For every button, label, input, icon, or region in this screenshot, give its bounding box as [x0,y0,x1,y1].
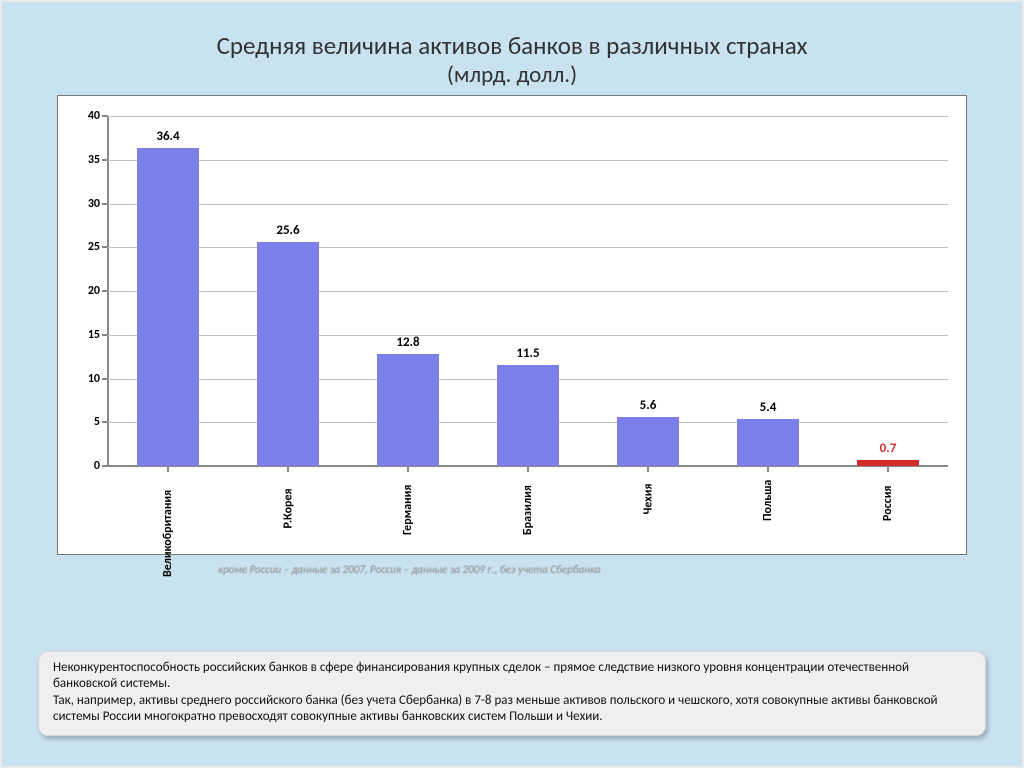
ytick-mark [102,203,108,205]
ytick-mark [102,246,108,248]
ytick-mark [102,115,108,117]
category-label: Великобритания [161,479,175,577]
xtick-mark [887,466,889,472]
ytick-label: 40 [88,109,100,123]
ytick-mark [102,421,108,423]
bar: 12.8 [377,354,439,466]
xtick-mark [287,466,289,472]
xtick-mark [767,466,769,472]
xtick-mark [167,466,169,472]
note-box: Неконкурентоспособность российских банко… [38,651,986,736]
title-line1: Средняя величина активов банков в различ… [40,30,984,61]
title-line2: (млрд. долл.) [40,61,984,89]
bar: 5.4 [737,419,799,466]
chart-footnote: кроме России – данные за 2007, Россия – … [218,563,601,576]
bar: 5.6 [617,417,679,466]
ytick-label: 15 [88,328,100,342]
ytick-label: 0 [94,459,100,473]
gridline [108,247,948,248]
gridline [108,204,948,205]
gridline [108,116,948,117]
chart-title: Средняя величина активов банков в различ… [40,30,984,89]
value-label: 25.6 [257,223,319,238]
ytick-label: 30 [88,197,100,211]
ytick-mark [102,465,108,467]
category-label: Германия [401,479,415,535]
ytick-mark [102,290,108,292]
note-p1: Неконкурентоспособность российских банко… [53,660,971,693]
xtick-mark [647,466,649,472]
note-p2: Так, например, активы среднего российско… [53,693,971,726]
category-label: Р.Корея [281,479,295,528]
ytick-mark [102,159,108,161]
category-label: Россия [881,479,895,521]
ytick-label: 20 [88,284,100,298]
ytick-label: 35 [88,153,100,167]
xtick-mark [407,466,409,472]
value-label: 36.4 [137,129,199,144]
bar: 25.6 [257,242,319,466]
plot-area: 051015202530354036.4Великобритания25.6Р.… [108,116,948,466]
xtick-mark [527,466,529,472]
value-label: 5.6 [617,398,679,413]
ytick-label: 5 [94,415,100,429]
ytick-mark [102,334,108,336]
value-label: 5.4 [737,400,799,415]
chart-panel: 051015202530354036.4Великобритания25.6Р.… [57,95,967,555]
value-label: 11.5 [497,346,559,361]
category-label: Чехия [641,479,655,514]
gridline [108,335,948,336]
category-label: Польша [761,479,775,521]
value-label: 12.8 [377,335,439,350]
ytick-label: 25 [88,240,100,254]
bar: 11.5 [497,365,559,466]
category-label: Бразилия [521,479,535,535]
gridline [108,160,948,161]
ytick-mark [102,378,108,380]
value-label: 0.7 [857,441,919,456]
bar: 36.4 [137,148,199,467]
ytick-label: 10 [88,372,100,386]
gridline [108,291,948,292]
